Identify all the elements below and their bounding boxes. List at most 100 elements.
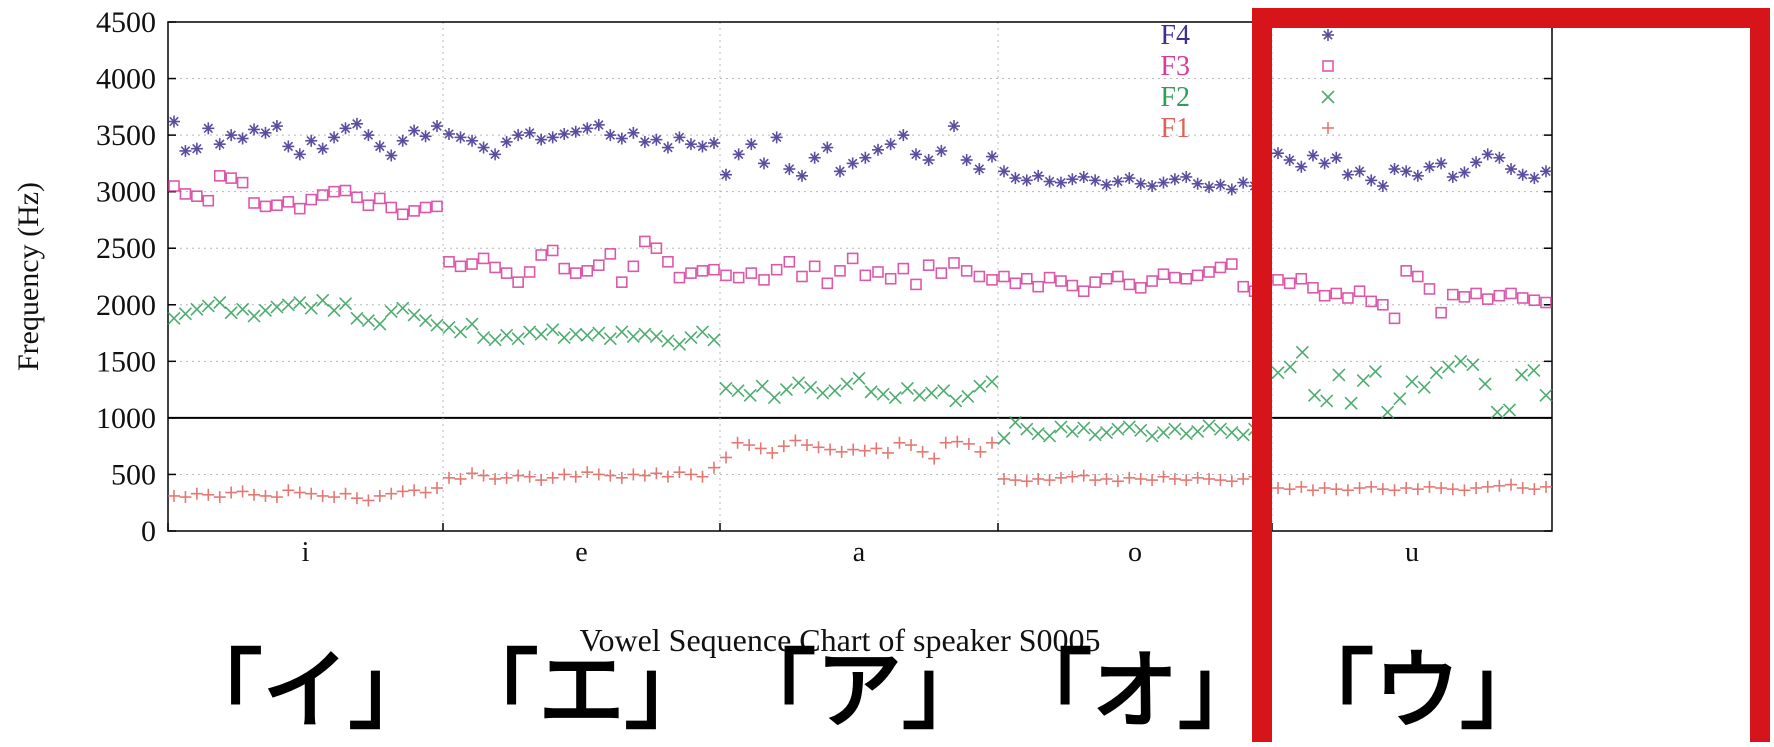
- marker-stroke: [1295, 272, 1308, 285]
- marker-stroke: [1032, 280, 1044, 293]
- marker-stroke: [374, 192, 386, 205]
- marker-stroke: [465, 317, 479, 331]
- y-tick-label: 1500: [96, 345, 156, 378]
- marker-stroke: [615, 325, 629, 339]
- data-point-f4: [419, 130, 432, 143]
- marker-stroke: [1179, 427, 1193, 441]
- data-point-f2: [270, 300, 284, 314]
- data-point-f4: [1134, 177, 1147, 190]
- data-point-f1: [638, 469, 651, 482]
- data-point-f3: [1481, 293, 1494, 305]
- data-point-f2: [649, 329, 663, 344]
- data-point-f1: [248, 488, 261, 501]
- marker-stroke: [236, 302, 250, 316]
- plot-frame: [167, 21, 1553, 532]
- data-point-f1: [1330, 483, 1343, 496]
- data-point-f4: [796, 169, 808, 182]
- data-point-f2: [1539, 388, 1553, 402]
- data-point-f3: [1493, 289, 1506, 302]
- data-point-f3: [1055, 275, 1067, 287]
- data-point-f3: [191, 190, 203, 202]
- data-point-f3: [1077, 285, 1090, 298]
- data-point-f2: [1031, 427, 1045, 441]
- data-point-f4: [316, 142, 329, 155]
- data-point-f2: [1466, 358, 1480, 372]
- data-point-f1: [546, 471, 559, 484]
- data-point-f3: [282, 196, 295, 208]
- data-point-f1: [225, 486, 238, 499]
- marker-stroke: [804, 380, 818, 394]
- data-point-f3: [1226, 258, 1238, 270]
- data-point-f3: [168, 180, 180, 192]
- data-point-f1: [1191, 471, 1204, 484]
- data-point-f2: [418, 314, 433, 328]
- data-point-f3: [1283, 277, 1296, 290]
- data-point-f4: [259, 126, 272, 139]
- marker-stroke: [282, 196, 295, 208]
- data-point-f2: [569, 327, 583, 341]
- data-point-f3: [1330, 287, 1343, 300]
- category-annotation: 「ア」: [730, 641, 988, 741]
- marker-stroke: [431, 200, 443, 213]
- data-point-f1: [1100, 472, 1113, 485]
- marker-stroke: [639, 235, 651, 248]
- marker-stroke: [743, 388, 757, 402]
- data-point-f2: [707, 333, 721, 347]
- marker-stroke: [293, 202, 306, 215]
- data-point-f4: [1388, 163, 1401, 176]
- marker-stroke: [385, 201, 398, 214]
- marker-stroke: [707, 333, 721, 347]
- data-point-f3: [884, 272, 897, 285]
- data-point-f1: [1423, 480, 1436, 493]
- data-point-f3: [225, 172, 237, 184]
- data-point-f3: [1412, 270, 1424, 283]
- data-point-f3: [569, 267, 582, 279]
- data-point-f3: [859, 269, 872, 282]
- data-point-f4: [922, 153, 935, 166]
- data-point-f1: [696, 470, 709, 483]
- marker-stroke: [1088, 428, 1102, 442]
- data-point-f1: [812, 441, 825, 454]
- marker-stroke: [1505, 287, 1517, 300]
- data-point-f4: [1330, 151, 1343, 164]
- data-point-f4: [1435, 157, 1448, 170]
- data-point-f2: [1179, 427, 1193, 441]
- data-point-f1: [731, 436, 744, 449]
- data-point-f4: [225, 129, 238, 142]
- marker-stroke: [864, 385, 878, 399]
- data-point-f4: [454, 131, 467, 144]
- data-point-f1: [431, 482, 443, 495]
- data-point-f1: [592, 468, 605, 481]
- data-point-f1: [1283, 483, 1296, 496]
- marker-stroke: [546, 323, 560, 337]
- data-point-f1: [282, 484, 295, 497]
- marker-stroke: [1145, 429, 1159, 443]
- data-point-f4: [385, 149, 398, 162]
- data-point-f3: [616, 276, 628, 288]
- data-point-f4: [168, 115, 180, 128]
- marker-stroke: [247, 309, 261, 323]
- marker-stroke: [1203, 266, 1215, 278]
- marker-stroke: [1295, 345, 1309, 359]
- data-point-f2: [1429, 366, 1443, 380]
- data-point-f2: [361, 314, 375, 328]
- marker-stroke: [1493, 289, 1506, 302]
- data-point-f4: [745, 138, 758, 151]
- data-point-f3: [1020, 272, 1033, 285]
- marker-stroke: [1377, 298, 1389, 311]
- data-point-f3: [477, 252, 490, 265]
- data-point-f1: [190, 487, 203, 500]
- marker-stroke: [796, 270, 808, 283]
- data-point-f3: [1009, 277, 1022, 290]
- marker-stroke: [1008, 415, 1022, 429]
- data-point-f3: [770, 263, 783, 276]
- marker-stroke: [1540, 296, 1552, 309]
- data-point-f3: [673, 271, 686, 284]
- data-point-f2: [961, 389, 975, 403]
- data-point-f1: [512, 469, 525, 482]
- data-point-f2: [672, 337, 687, 351]
- data-point-f1: [179, 491, 192, 504]
- data-point-f3: [808, 260, 821, 273]
- marker-stroke: [922, 259, 935, 271]
